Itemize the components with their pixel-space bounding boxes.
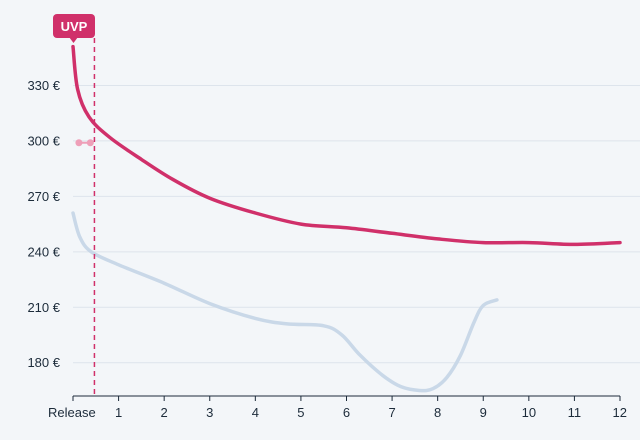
uvp-label-pointer [69, 37, 78, 43]
x-tick-label: 8 [434, 405, 441, 420]
y-tick-label: 270 € [27, 189, 60, 204]
series-lines [71, 44, 622, 393]
x-tick-label: Release [48, 405, 96, 420]
uvp-marker: UVP [53, 14, 96, 396]
x-tick-label: 3 [206, 405, 213, 420]
y-tick-label: 210 € [27, 300, 60, 315]
x-tick-label: 4 [252, 405, 259, 420]
series-line-0 [71, 44, 622, 247]
y-tick-label: 330 € [27, 78, 60, 93]
axes: 180 €210 €240 €270 €300 €330 €Release 1 2 3… [27, 78, 627, 420]
x-tick-label: 12 [613, 405, 627, 420]
uvp-label: UVP [61, 19, 88, 34]
y-tick-label: 300 € [27, 133, 60, 148]
uvp-label-box [53, 14, 95, 38]
x-tick-label: 5 [297, 405, 304, 420]
y-tick-label: 240 € [27, 244, 60, 259]
x-tick-label: 7 [388, 405, 395, 420]
x-tick-label: 11 [568, 405, 582, 420]
series-line-1 [71, 211, 499, 393]
x-tick-label: 1 [115, 405, 122, 420]
dot-markers [75, 139, 94, 147]
x-tick-label: 9 [480, 405, 487, 420]
x-tick-label: 2 [161, 405, 168, 420]
x-tick-label: 10 [522, 405, 536, 420]
x-tick-label: 6 [343, 405, 350, 420]
grid [73, 84, 640, 364]
y-tick-label: 180 € [27, 355, 60, 370]
